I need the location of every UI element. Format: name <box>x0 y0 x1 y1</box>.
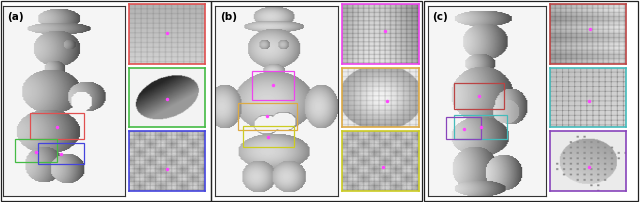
Bar <box>454 82 504 109</box>
Text: (c): (c) <box>432 12 448 22</box>
Text: (b): (b) <box>220 12 237 22</box>
Bar <box>237 103 296 130</box>
Bar <box>446 117 481 139</box>
Bar <box>30 113 84 139</box>
Bar <box>211 1 422 201</box>
Bar <box>15 139 57 162</box>
Bar <box>1 1 211 201</box>
Text: (a): (a) <box>8 12 24 22</box>
Bar <box>243 126 294 147</box>
Bar <box>424 1 638 201</box>
Bar <box>454 115 508 139</box>
Bar <box>38 143 84 164</box>
Bar <box>252 71 294 100</box>
